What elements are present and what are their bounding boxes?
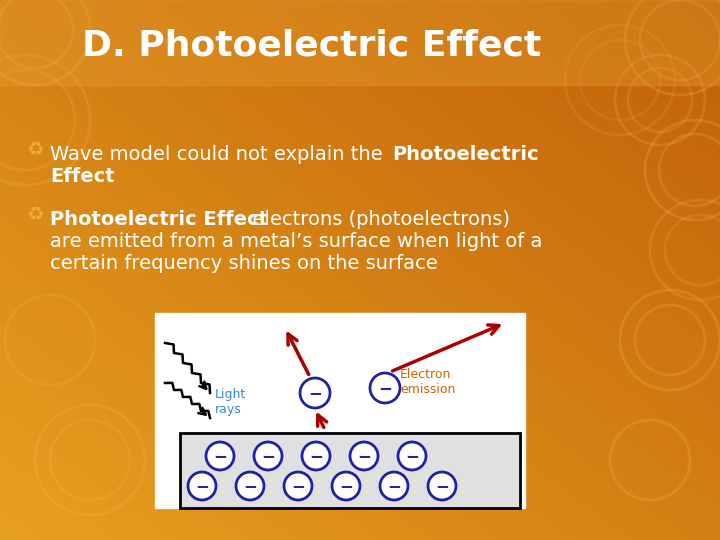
Text: Light
rays: Light rays xyxy=(215,388,246,416)
Text: −: − xyxy=(291,477,305,495)
Text: −: − xyxy=(339,477,353,495)
Text: −: − xyxy=(378,379,392,397)
Circle shape xyxy=(284,472,312,500)
Text: certain frequency shines on the surface: certain frequency shines on the surface xyxy=(50,254,438,273)
Text: Electron
emission: Electron emission xyxy=(400,368,455,396)
Circle shape xyxy=(398,442,426,470)
Circle shape xyxy=(380,472,408,500)
Circle shape xyxy=(428,472,456,500)
Text: Photoelectric Effect: Photoelectric Effect xyxy=(50,210,268,229)
Bar xyxy=(155,313,525,508)
Text: −: − xyxy=(261,447,275,465)
Circle shape xyxy=(332,472,360,500)
Text: Wave model could not explain the: Wave model could not explain the xyxy=(50,145,389,164)
Circle shape xyxy=(370,373,400,403)
Text: Photoelectric: Photoelectric xyxy=(392,145,539,164)
Text: −: − xyxy=(435,477,449,495)
Text: ♻: ♻ xyxy=(26,205,44,224)
Circle shape xyxy=(188,472,216,500)
Circle shape xyxy=(254,442,282,470)
Text: −: − xyxy=(405,447,419,465)
Text: D. Photoelectric Effect: D. Photoelectric Effect xyxy=(82,28,541,62)
Text: −: − xyxy=(308,384,322,402)
Circle shape xyxy=(236,472,264,500)
Text: −: − xyxy=(213,447,227,465)
Circle shape xyxy=(206,442,234,470)
Text: are emitted from a metal’s surface when light of a: are emitted from a metal’s surface when … xyxy=(50,232,542,251)
Circle shape xyxy=(300,378,330,408)
Bar xyxy=(180,433,520,508)
Text: – electrons (photoelectrons): – electrons (photoelectrons) xyxy=(230,210,510,229)
Text: −: − xyxy=(195,477,209,495)
Text: −: − xyxy=(243,477,257,495)
Text: ♻: ♻ xyxy=(26,139,44,159)
Text: Effect: Effect xyxy=(50,167,114,186)
Text: −: − xyxy=(309,447,323,465)
Text: −: − xyxy=(357,447,371,465)
Text: −: − xyxy=(387,477,401,495)
Bar xyxy=(0,0,720,85)
Circle shape xyxy=(302,442,330,470)
Circle shape xyxy=(350,442,378,470)
